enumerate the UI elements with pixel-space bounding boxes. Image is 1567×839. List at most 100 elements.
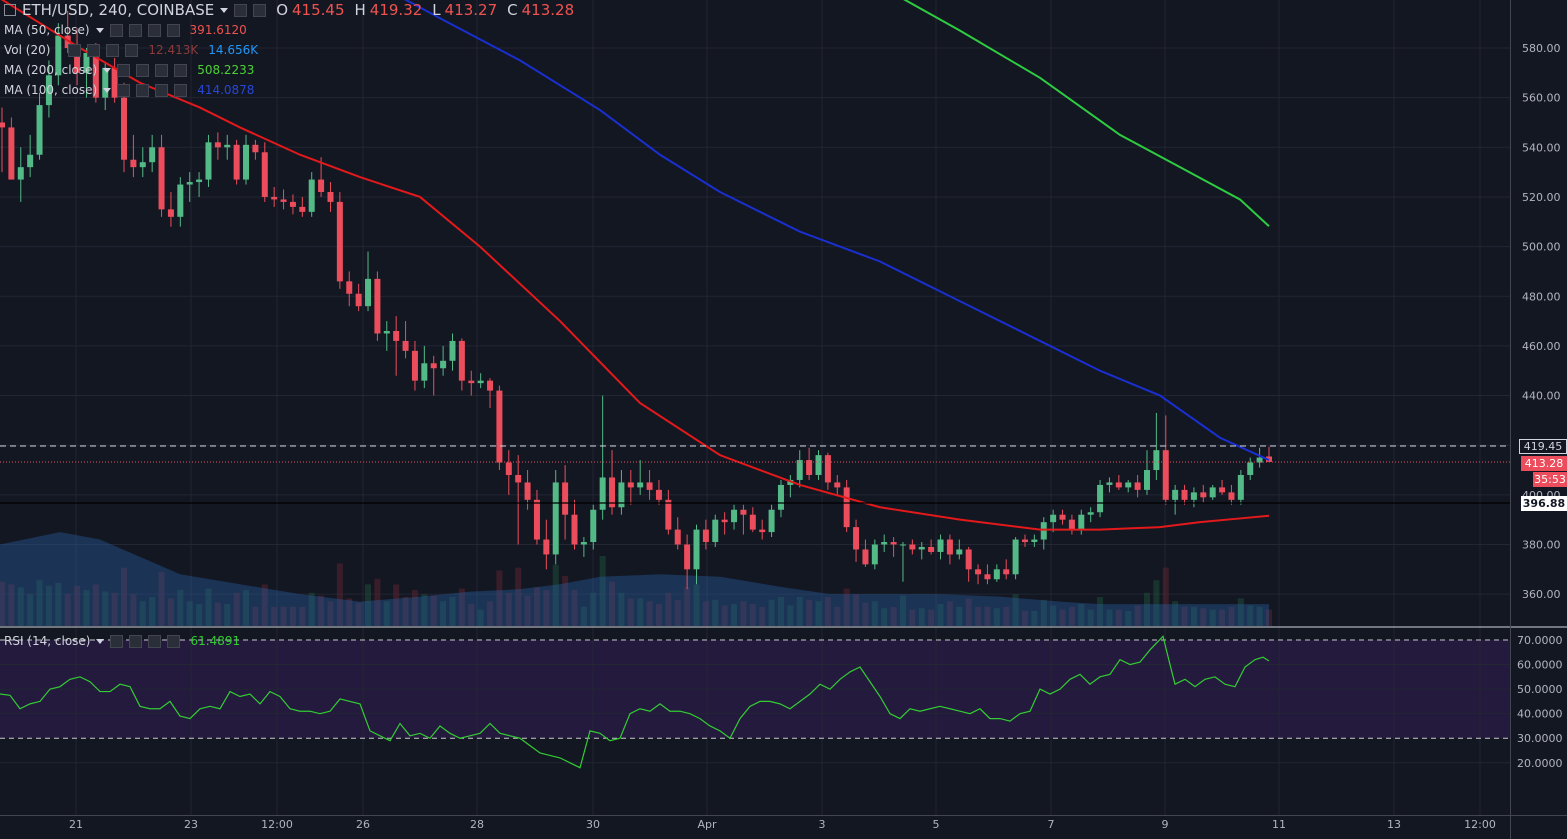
candle-body[interactable] [543, 539, 550, 555]
candle-body[interactable] [45, 75, 52, 106]
candle-body[interactable] [712, 519, 719, 543]
candle-body[interactable] [956, 549, 963, 555]
candle-body[interactable] [881, 542, 888, 545]
candle-body[interactable] [834, 482, 841, 488]
candle-body[interactable] [1003, 569, 1010, 575]
candle-body[interactable] [1256, 457, 1263, 463]
candle-body[interactable] [1106, 482, 1113, 485]
candle-body[interactable] [64, 35, 71, 48]
candle-body[interactable] [618, 482, 625, 508]
candle-body[interactable] [346, 281, 353, 294]
candle-body[interactable] [1153, 450, 1160, 471]
indicator-name[interactable]: MA (50, close) [4, 23, 90, 37]
candle-body[interactable] [740, 509, 747, 515]
candle-body[interactable] [430, 363, 437, 369]
candle-body[interactable] [318, 179, 325, 192]
gear-icon[interactable] [129, 634, 143, 648]
candle-body[interactable] [590, 509, 597, 543]
plus-icon[interactable] [106, 43, 120, 57]
candle-body[interactable] [355, 293, 362, 307]
candles[interactable] [0, 10, 1272, 590]
candle-body[interactable] [308, 179, 315, 212]
candle-body[interactable] [768, 509, 775, 533]
candle-body[interactable] [177, 184, 184, 217]
candle-body[interactable] [449, 340, 456, 361]
candle-body[interactable] [909, 544, 916, 550]
candle-body[interactable] [393, 331, 400, 341]
candle-body[interactable] [261, 152, 268, 197]
candle-body[interactable] [1247, 462, 1254, 475]
candle-body[interactable] [102, 67, 109, 98]
candle-body[interactable] [702, 529, 709, 543]
plus-icon[interactable] [155, 63, 169, 77]
indicator-name[interactable]: MA (100, close) [4, 83, 98, 97]
candle-body[interactable] [665, 499, 672, 530]
candle-body[interactable] [918, 546, 925, 550]
candle-body[interactable] [1172, 489, 1179, 500]
candle-body[interactable] [1237, 474, 1244, 500]
candle-body[interactable] [731, 509, 738, 523]
eye-icon[interactable] [110, 634, 124, 648]
gear-icon[interactable] [136, 83, 150, 97]
close-icon[interactable] [174, 83, 188, 97]
chevron-down-icon[interactable] [103, 67, 112, 73]
candle-body[interactable] [1040, 522, 1047, 540]
candle-body[interactable] [55, 35, 62, 76]
close-icon[interactable] [166, 23, 180, 37]
chevron-down-icon[interactable] [103, 87, 112, 93]
chevron-down-icon[interactable] [220, 7, 229, 13]
candle-body[interactable] [130, 159, 137, 168]
indicator-name[interactable]: RSI (14, close) [4, 634, 91, 648]
candle-body[interactable] [1059, 514, 1066, 520]
indicator-ma100[interactable]: MA (100, close) 414.0878 [4, 83, 254, 97]
plus-icon[interactable] [148, 634, 162, 648]
gear-icon[interactable] [136, 63, 150, 77]
candle-body[interactable] [571, 514, 578, 545]
candle-body[interactable] [505, 462, 512, 475]
candle-body[interactable] [186, 182, 193, 185]
candle-body[interactable] [533, 499, 540, 540]
candle-body[interactable] [1050, 514, 1057, 523]
candle-body[interactable] [637, 482, 644, 488]
candle-body[interactable] [787, 479, 794, 485]
candle-body[interactable] [524, 482, 531, 500]
candle-body[interactable] [233, 144, 240, 180]
candle-body[interactable] [0, 122, 5, 128]
candle-body[interactable] [674, 529, 681, 545]
candle-body[interactable] [167, 209, 174, 217]
candle-body[interactable] [1209, 487, 1216, 498]
close-icon[interactable] [125, 43, 139, 57]
candle-body[interactable] [853, 527, 860, 550]
candle-body[interactable] [684, 544, 691, 570]
candle-body[interactable] [36, 105, 43, 155]
candle-body[interactable] [327, 191, 334, 202]
candle-body[interactable] [599, 477, 606, 510]
candle-body[interactable] [862, 549, 869, 565]
candle-body[interactable] [280, 199, 287, 202]
candle-body[interactable] [487, 380, 494, 391]
candle-body[interactable] [984, 574, 991, 580]
candle-body[interactable] [1190, 492, 1197, 500]
candle-body[interactable] [646, 482, 653, 490]
candle-body[interactable] [749, 514, 756, 530]
candle-body[interactable] [121, 97, 128, 160]
candle-body[interactable] [655, 489, 662, 500]
gear-icon[interactable] [87, 43, 101, 57]
candle-body[interactable] [1228, 492, 1235, 500]
plus-icon[interactable] [155, 83, 169, 97]
candle-body[interactable] [17, 167, 24, 180]
candle-body[interactable] [1134, 482, 1141, 490]
candle-body[interactable] [74, 48, 81, 73]
candle-body[interactable] [562, 482, 569, 515]
candle-body[interactable] [383, 331, 390, 334]
candle-body[interactable] [205, 142, 212, 180]
candle-body[interactable] [1078, 514, 1085, 530]
candle-body[interactable] [796, 460, 803, 480]
candle-body[interactable] [693, 529, 700, 570]
candle-body[interactable] [27, 154, 34, 168]
candle-body[interactable] [721, 519, 728, 523]
candle-body[interactable] [946, 539, 953, 555]
candle-body[interactable] [214, 142, 221, 148]
candle-body[interactable] [552, 482, 559, 555]
candle-body[interactable] [965, 549, 972, 570]
